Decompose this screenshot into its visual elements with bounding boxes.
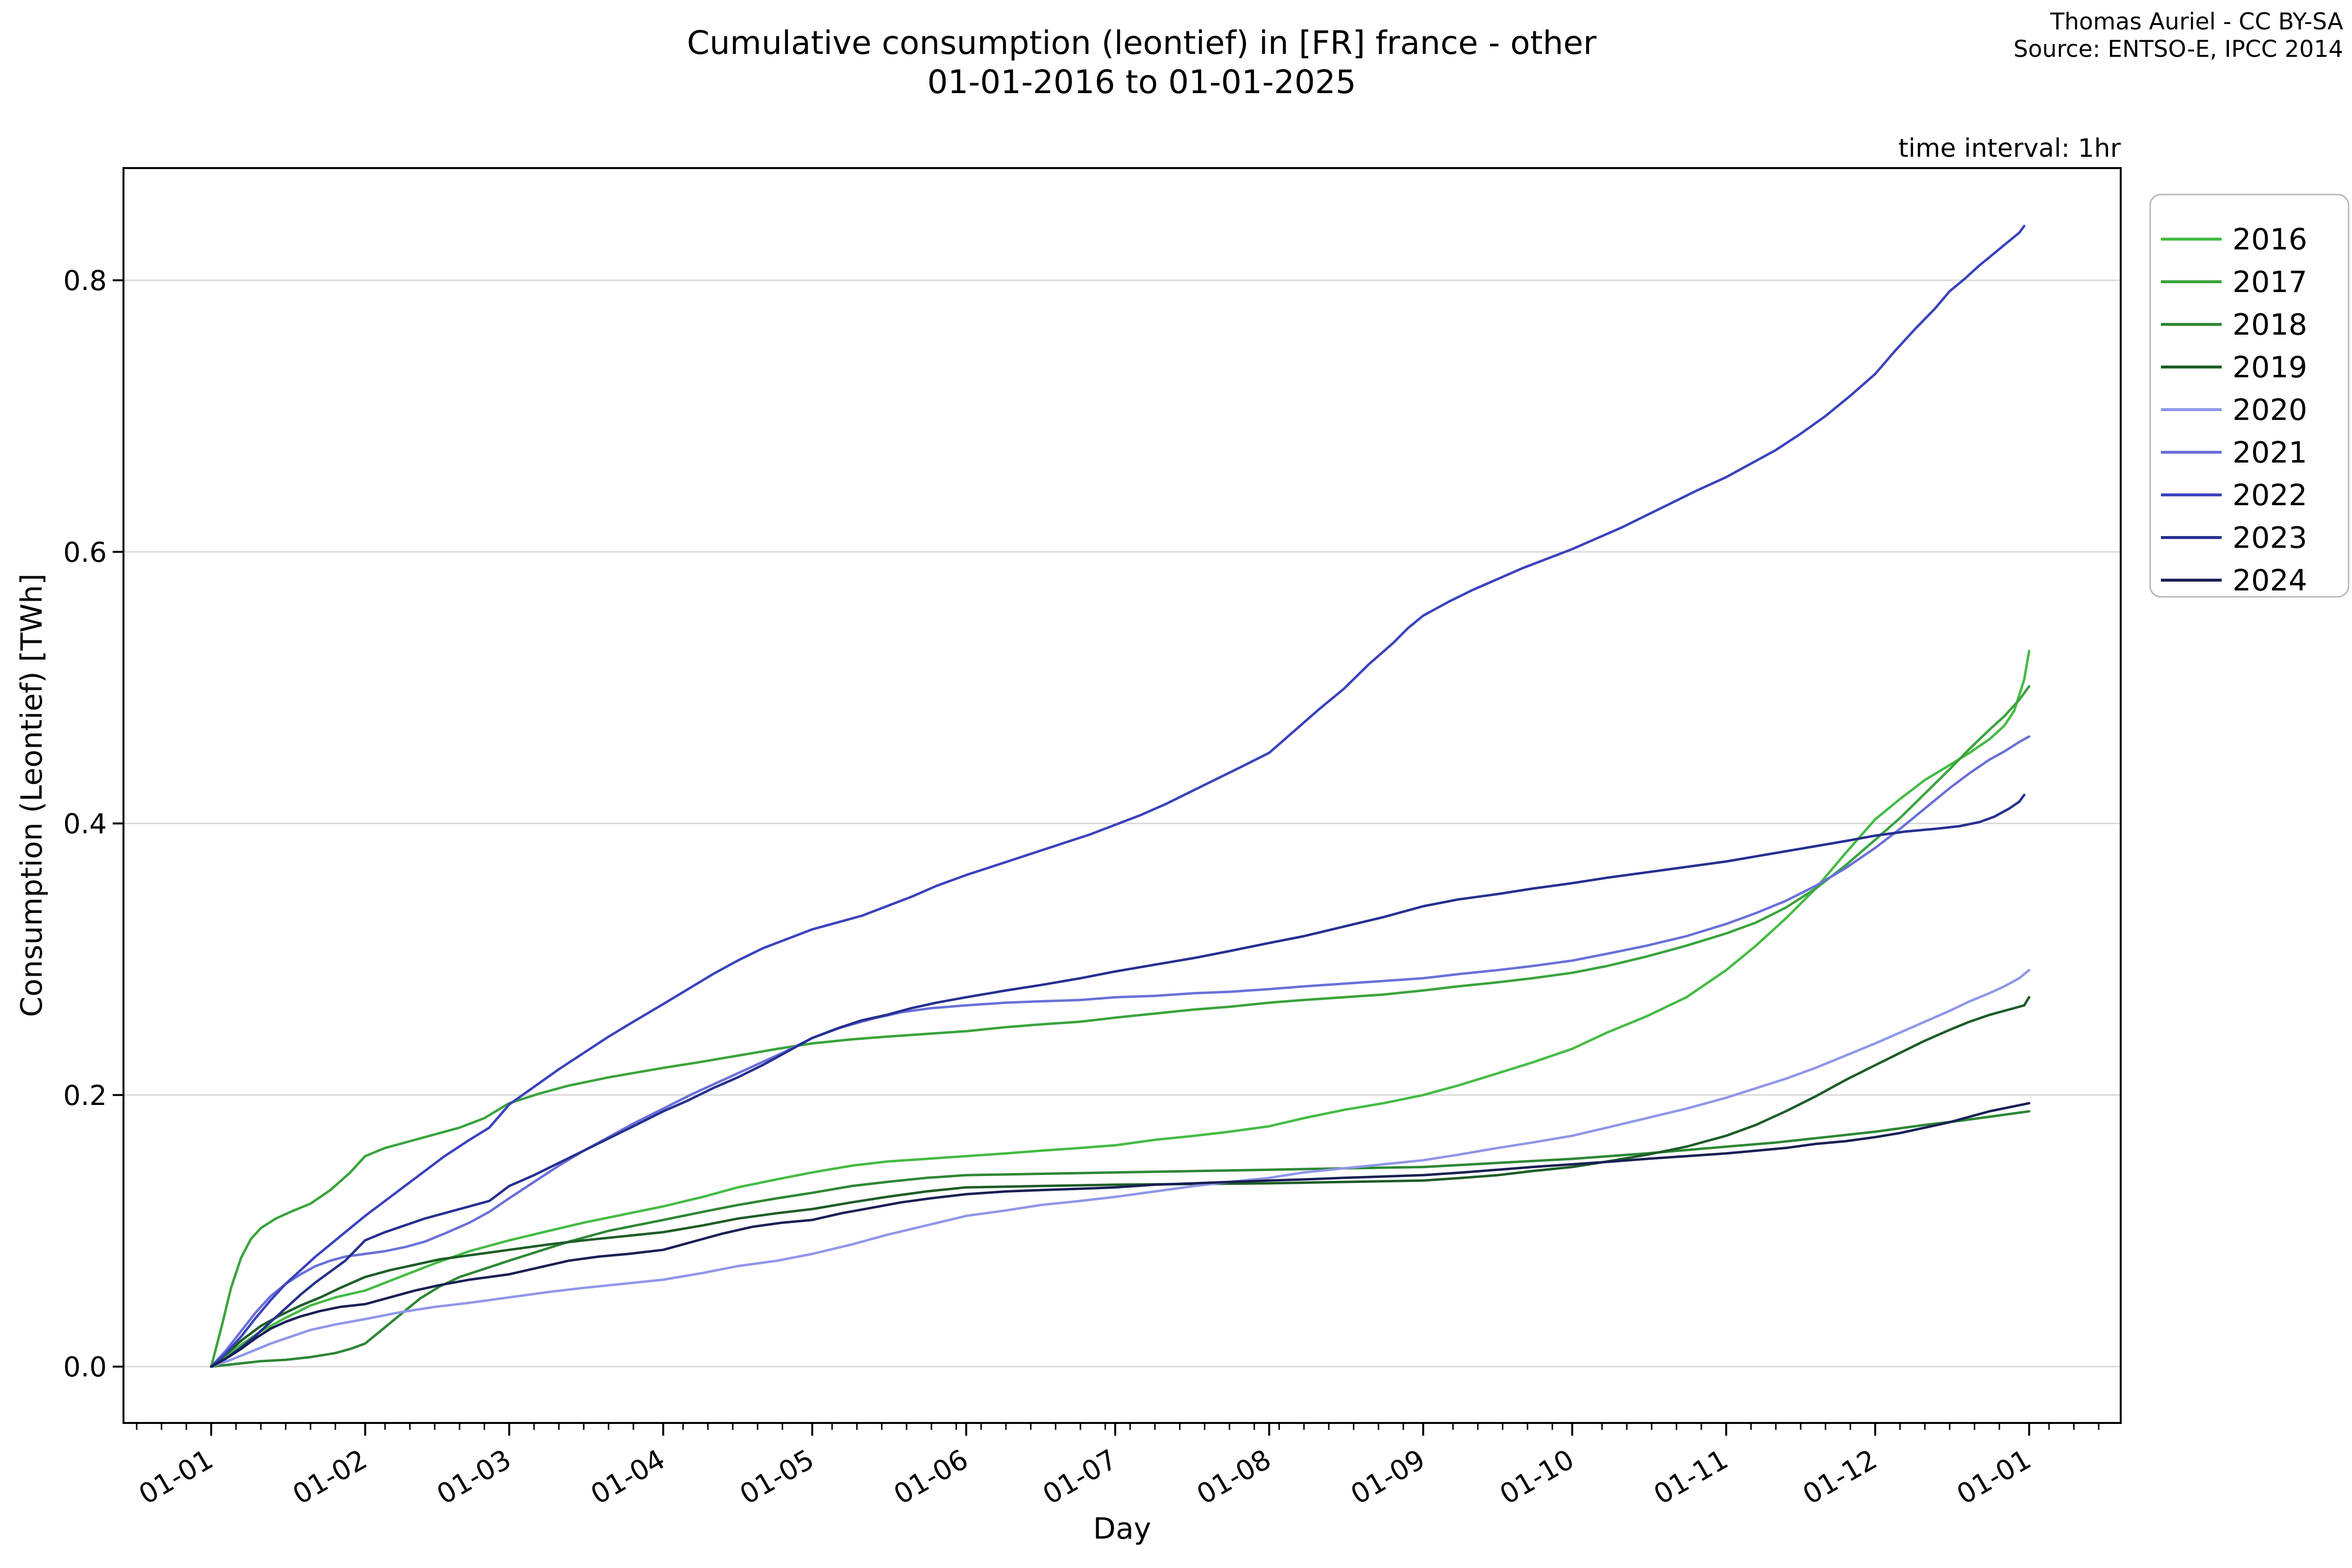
legend-label: 2020 bbox=[2232, 393, 2307, 427]
y-tick-label: 0.4 bbox=[63, 808, 107, 840]
legend-item-2017: 2017 bbox=[2161, 265, 2307, 299]
tick-layer bbox=[113, 279, 2100, 1436]
y-tick-label: 0.2 bbox=[63, 1080, 107, 1112]
y-tick-label: 0.0 bbox=[63, 1351, 107, 1383]
legend-item-2020: 2020 bbox=[2161, 393, 2307, 427]
series-line-2020 bbox=[210, 969, 2031, 1368]
series-line-2024 bbox=[210, 1102, 2031, 1368]
y-tick-label: 0.6 bbox=[63, 537, 107, 568]
legend-item-2023: 2023 bbox=[2161, 521, 2307, 555]
plot-frame bbox=[122, 167, 2122, 1424]
series-line-2017 bbox=[210, 685, 2031, 1368]
legend-label: 2022 bbox=[2232, 478, 2307, 513]
legend-item-2021: 2021 bbox=[2161, 436, 2307, 470]
y-axis-label: Consumption (Leontief) [TWh] bbox=[15, 573, 49, 1017]
legend-item-2022: 2022 bbox=[2161, 478, 2307, 513]
chart-title-line2: 01-01-2016 to 01-01-2025 bbox=[927, 63, 1356, 101]
series-line-2022 bbox=[210, 224, 2026, 1368]
legend: 2016 2017 2018 2019 2020 2021 2022 2023 2024 bbox=[2149, 194, 2350, 598]
y-tick-label: 0.8 bbox=[63, 265, 107, 297]
legend-item-2016: 2016 bbox=[2161, 222, 2307, 257]
legend-label: 2024 bbox=[2232, 564, 2307, 598]
legend-label: 2023 bbox=[2232, 521, 2307, 555]
legend-label: 2021 bbox=[2232, 436, 2307, 470]
time-interval-note: time interval: 1hr bbox=[1898, 134, 2121, 163]
series-line-2019 bbox=[210, 996, 2031, 1368]
attribution-author: Thomas Auriel - CC BY-SA bbox=[2050, 8, 2343, 35]
x-axis-label: Day bbox=[1093, 1512, 1151, 1546]
series-line-2018 bbox=[210, 1110, 2031, 1368]
legend-label: 2019 bbox=[2232, 350, 2307, 385]
legend-label: 2017 bbox=[2232, 265, 2307, 299]
legend-item-2018: 2018 bbox=[2161, 308, 2307, 342]
chart-title-line1: Cumulative consumption (leontief) in [FR… bbox=[687, 24, 1597, 62]
legend-label: 2016 bbox=[2232, 222, 2307, 257]
series-layer bbox=[210, 224, 2031, 1368]
legend-item-2019: 2019 bbox=[2161, 350, 2307, 385]
series-line-2021 bbox=[210, 735, 2031, 1368]
legend-item-2024: 2024 bbox=[2161, 564, 2307, 598]
attribution-source: Source: ENTSO-E, IPCC 2014 bbox=[2013, 36, 2343, 63]
series-line-2023 bbox=[210, 793, 2026, 1368]
legend-label: 2018 bbox=[2232, 308, 2307, 342]
